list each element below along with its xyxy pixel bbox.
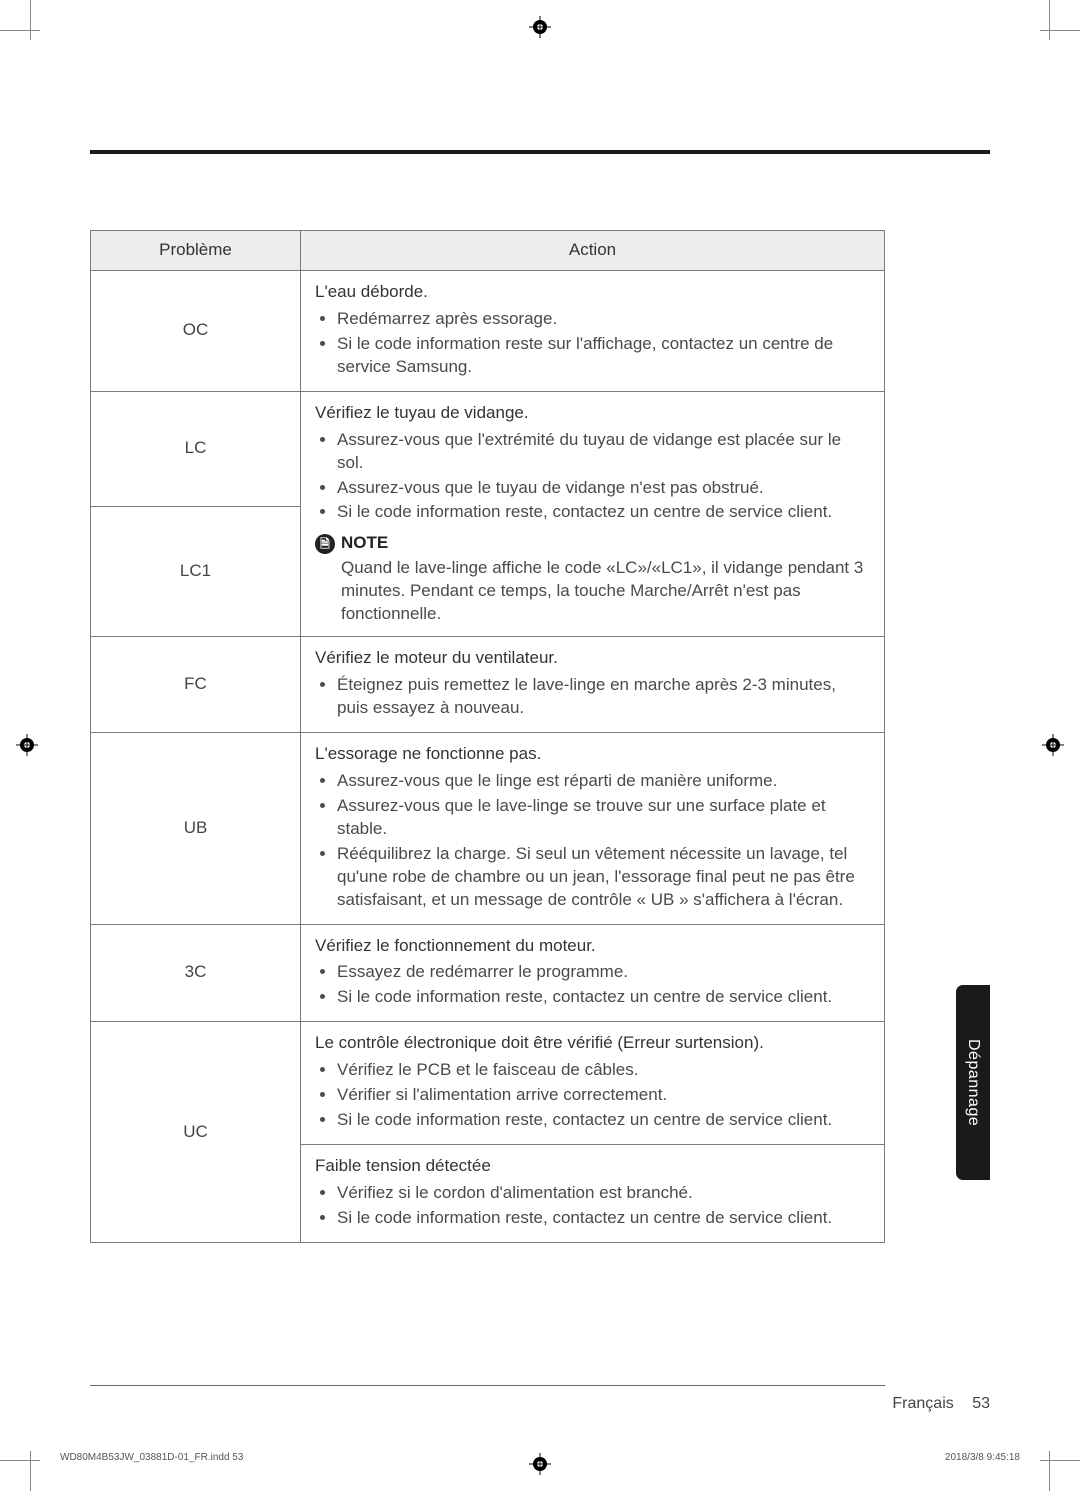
table-header-row: Problème Action — [91, 231, 885, 271]
action-bullet: Vérifiez le PCB et le faisceau de câbles… — [337, 1059, 870, 1082]
code-cell: FC — [91, 637, 301, 733]
action-bullet: Si le code information reste, contactez … — [337, 501, 870, 524]
action-lead: Faible tension détectée — [315, 1155, 870, 1178]
action-lead: Vérifiez le moteur du ventilateur. — [315, 647, 870, 670]
section-tab: Dépannage — [956, 985, 990, 1180]
action-bullets: Assurez-vous que le linge est réparti de… — [315, 770, 870, 912]
action-lead: Vérifiez le tuyau de vidange. — [315, 402, 870, 425]
action-bullet: Assurez-vous que l'extrémité du tuyau de… — [337, 429, 870, 475]
table-row: UC Le contrôle électronique doit être vé… — [91, 1022, 885, 1145]
note-label: 🗎 NOTE — [315, 532, 870, 555]
action-bullet: Éteignez puis remettez le lave-linge en … — [337, 674, 870, 720]
footer-page-number: 53 — [972, 1395, 990, 1412]
action-bullet: Essayez de redémarrer le programme. — [337, 961, 870, 984]
troubleshooting-table-wrap: Problème Action OC L'eau déborde. Redéma… — [90, 230, 990, 1243]
registration-mark-icon — [529, 16, 551, 38]
crop-mark — [1049, 0, 1050, 40]
crop-mark — [1040, 30, 1080, 31]
note-label-text: NOTE — [341, 532, 388, 555]
registration-mark-icon — [529, 1453, 551, 1475]
action-cell: Faible tension détectée Vérifiez si le c… — [301, 1145, 885, 1243]
action-cell: Le contrôle électronique doit être vérif… — [301, 1022, 885, 1145]
action-bullets: Éteignez puis remettez le lave-linge en … — [315, 674, 870, 720]
print-timestamp: 2018/3/8 9:45:18 — [945, 1452, 1020, 1463]
section-rule — [90, 150, 990, 154]
crop-mark — [1049, 1451, 1050, 1491]
table-row: 3C Vérifiez le fonctionnement du moteur.… — [91, 924, 885, 1022]
note-block: 🗎 NOTE Quand le lave-linge affiche le co… — [315, 532, 870, 626]
footer-text: Français 53 — [892, 1395, 990, 1413]
action-bullet: Vérifier si l'alimentation arrive correc… — [337, 1084, 870, 1107]
footer-language: Français — [892, 1395, 953, 1412]
action-bullet: Assurez-vous que le tuyau de vidange n'e… — [337, 477, 870, 500]
table-row: LC Vérifiez le tuyau de vidange. Assurez… — [91, 391, 885, 506]
action-bullets: Vérifiez le PCB et le faisceau de câbles… — [315, 1059, 870, 1132]
code-cell: LC — [91, 391, 301, 506]
action-bullets: Vérifiez si le cordon d'alimentation est… — [315, 1182, 870, 1230]
action-bullets: Assurez-vous que l'extrémité du tuyau de… — [315, 429, 870, 525]
table-row: OC L'eau déborde. Redémarrez après essor… — [91, 270, 885, 391]
action-bullet: Si le code information reste, contactez … — [337, 1109, 870, 1132]
action-cell: Vérifiez le tuyau de vidange. Assurez-vo… — [301, 391, 885, 636]
crop-mark — [0, 1460, 40, 1461]
action-lead: Vérifiez le fonctionnement du moteur. — [315, 935, 870, 958]
footer-rule — [90, 1385, 885, 1386]
table-row: FC Vérifiez le moteur du ventilateur. Ét… — [91, 637, 885, 733]
action-lead: L'essorage ne fonctionne pas. — [315, 743, 870, 766]
action-lead: L'eau déborde. — [315, 281, 870, 304]
action-bullet: Si le code information reste, contactez … — [337, 1207, 870, 1230]
header-problem: Problème — [91, 231, 301, 271]
action-cell: Vérifiez le fonctionnement du moteur. Es… — [301, 924, 885, 1022]
code-cell: LC1 — [91, 507, 301, 637]
table-row: UB L'essorage ne fonctionne pas. Assurez… — [91, 732, 885, 924]
action-bullet: Vérifiez si le cordon d'alimentation est… — [337, 1182, 870, 1205]
code-cell: OC — [91, 270, 301, 391]
action-lead: Le contrôle électronique doit être vérif… — [315, 1032, 870, 1055]
troubleshooting-table: Problème Action OC L'eau déborde. Redéma… — [90, 230, 885, 1243]
action-bullet: Assurez-vous que le lave-linge se trouve… — [337, 795, 870, 841]
registration-mark-icon — [1042, 734, 1064, 756]
section-tab-label: Dépannage — [964, 1039, 982, 1126]
note-icon: 🗎 — [315, 534, 335, 554]
code-cell: 3C — [91, 924, 301, 1022]
action-cell: L'eau déborde. Redémarrez après essorage… — [301, 270, 885, 391]
print-filename: WD80M4B53JW_03881D-01_FR.indd 53 — [60, 1452, 243, 1463]
registration-mark-icon — [16, 734, 38, 756]
action-bullet: Si le code information reste, contactez … — [337, 986, 870, 1009]
crop-mark — [1040, 1460, 1080, 1461]
action-bullets: Redémarrez après essorage. Si le code in… — [315, 308, 870, 379]
action-bullet: Si le code information reste sur l'affic… — [337, 333, 870, 379]
code-cell: UC — [91, 1022, 301, 1243]
action-bullet: Assurez-vous que le linge est réparti de… — [337, 770, 870, 793]
header-action: Action — [301, 231, 885, 271]
crop-mark — [0, 30, 40, 31]
crop-mark — [30, 0, 31, 40]
note-body: Quand le lave-linge affiche le code «LC»… — [315, 557, 870, 626]
page: Problème Action OC L'eau déborde. Redéma… — [0, 0, 1080, 1491]
action-bullet: Redémarrez après essorage. — [337, 308, 870, 331]
action-bullets: Essayez de redémarrer le programme. Si l… — [315, 961, 870, 1009]
action-bullet: Rééquilibrez la charge. Si seul un vêtem… — [337, 843, 870, 912]
action-cell: L'essorage ne fonctionne pas. Assurez-vo… — [301, 732, 885, 924]
action-cell: Vérifiez le moteur du ventilateur. Éteig… — [301, 637, 885, 733]
crop-mark — [30, 1451, 31, 1491]
code-cell: UB — [91, 732, 301, 924]
